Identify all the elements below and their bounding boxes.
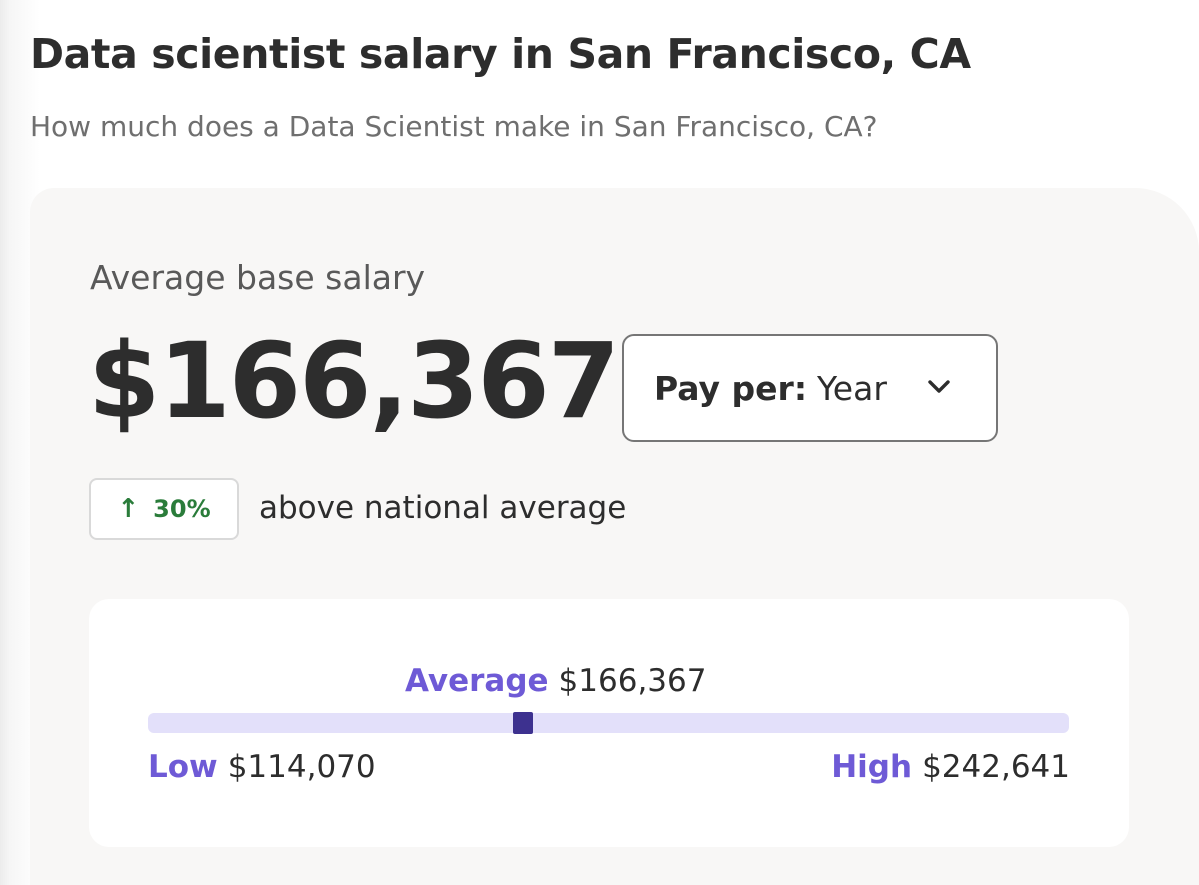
trend-badge: ↑ 30% <box>89 478 239 540</box>
salary-range-panel: Average $166,367 Low $114,070 High $242,641 <box>89 599 1129 847</box>
range-high-label: High <box>831 749 913 785</box>
salary-card: Average base salary $166,367 Pay per: Ye… <box>30 188 1199 885</box>
average-salary-amount: $166,367 <box>88 320 620 442</box>
average-marker <box>513 712 533 734</box>
pay-period-dropdown[interactable]: Pay per: Year <box>622 334 998 442</box>
pay-period-value: Year <box>817 368 887 408</box>
page-subtitle: How much does a Data Scientist make in S… <box>30 110 878 143</box>
range-high-value: $242,641 <box>922 749 1070 785</box>
range-average: Average $166,367 <box>405 663 706 699</box>
range-average-label: Average <box>405 663 549 699</box>
arrow-up-icon: ↑ <box>117 494 140 524</box>
range-average-value: $166,367 <box>558 663 707 699</box>
trend-description: above national average <box>259 490 627 526</box>
average-salary-label: Average base salary <box>90 258 426 297</box>
page-title: Data scientist salary in San Francisco, … <box>30 30 971 78</box>
chevron-down-icon <box>928 380 950 393</box>
pay-period-label: Pay per: <box>654 368 808 408</box>
range-low-label: Low <box>148 749 218 785</box>
range-low-value: $114,070 <box>227 749 376 785</box>
trend-percent: 30% <box>153 495 211 523</box>
range-low: Low $114,070 <box>148 749 376 785</box>
range-high: High $242,641 <box>831 749 1070 785</box>
salary-range-bar <box>148 712 1069 734</box>
